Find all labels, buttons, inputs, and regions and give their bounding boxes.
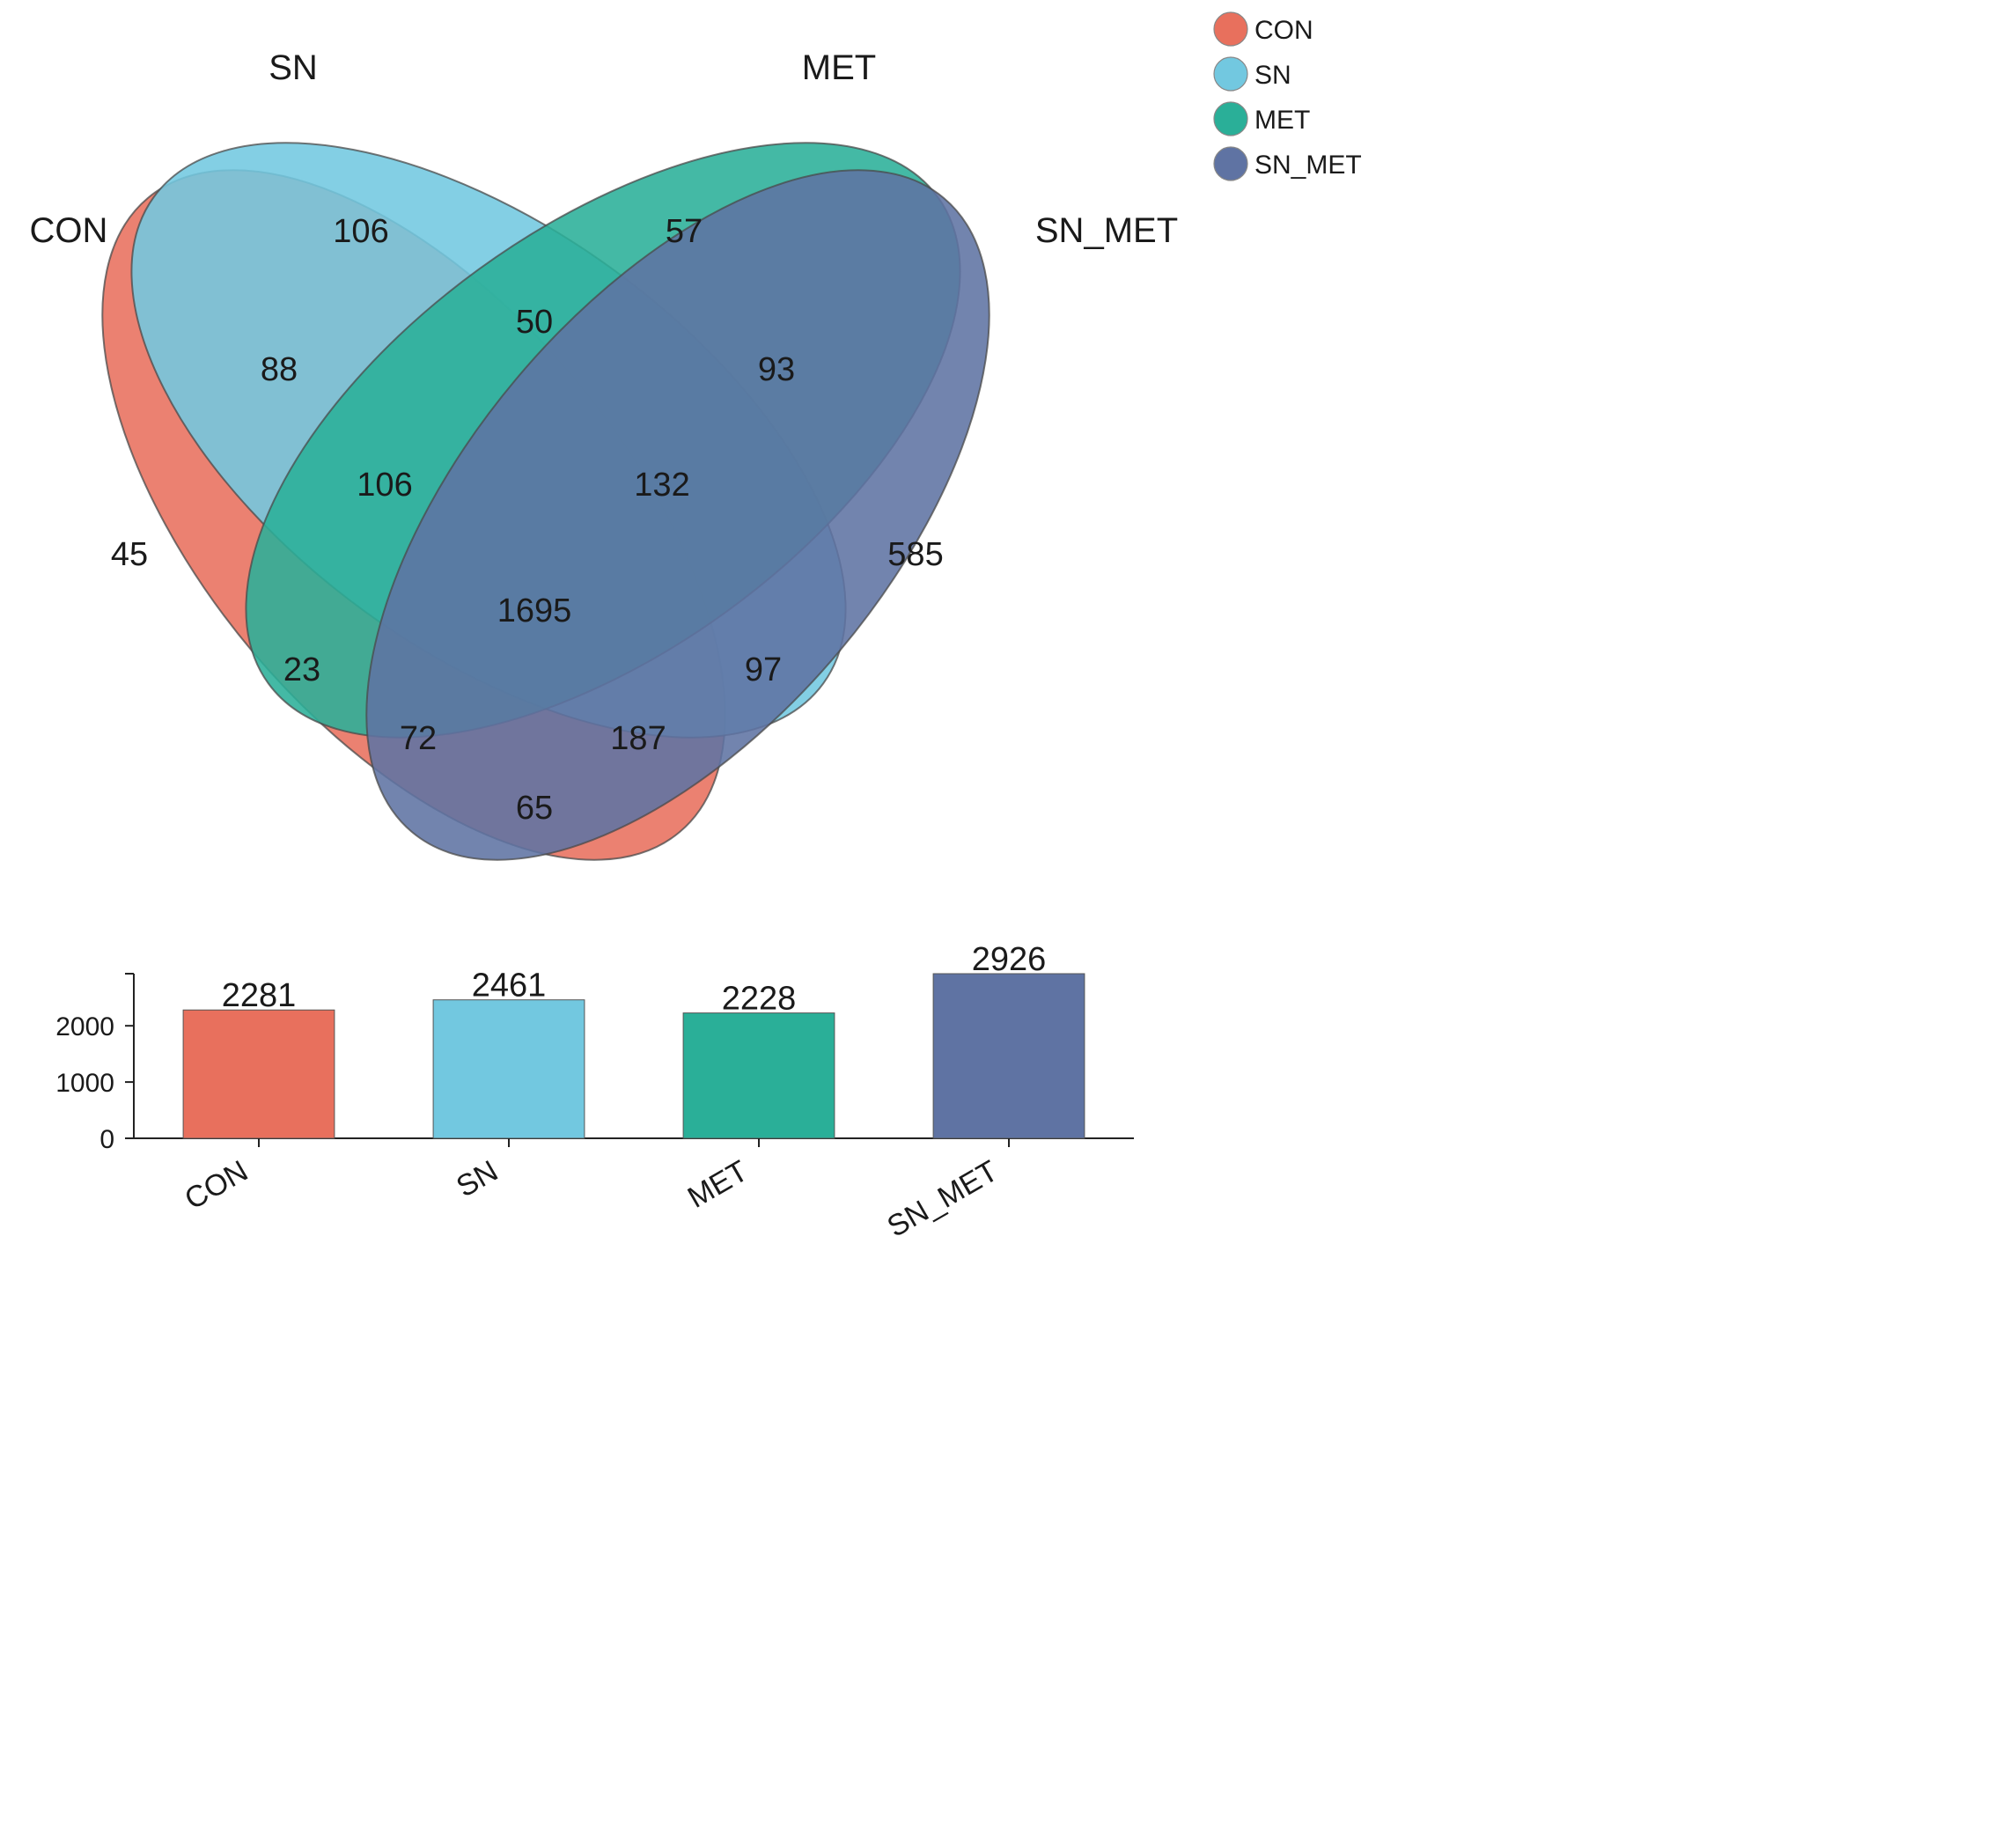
venn-region-count: 88 (261, 351, 298, 388)
y-tick-label: 1000 (55, 1069, 114, 1098)
venn-region-count: 187 (610, 720, 666, 757)
legend-swatch-sn (1213, 56, 1248, 92)
y-tick-label: 0 (99, 1125, 114, 1154)
venn-region-count: 50 (516, 304, 553, 341)
y-tick-label: 2000 (55, 1012, 114, 1041)
set-label-sn-met: SN_MET (1035, 211, 1178, 250)
bar-value-label: 2281 (222, 977, 297, 1014)
bar-value-label: 2461 (472, 968, 547, 1004)
legend-swatch-con (1213, 11, 1248, 47)
x-category-label: SN_MET (882, 1154, 1004, 1244)
bar-met (682, 1012, 835, 1139)
venn-region-count: 65 (516, 790, 553, 827)
bar-sn (432, 999, 585, 1139)
x-category-label: MET (682, 1154, 754, 1215)
venn-region-count: 1695 (497, 592, 572, 629)
venn-set-sn-met (365, 169, 990, 861)
venn-region-count: 132 (634, 467, 689, 504)
x-category-label: CON (180, 1154, 254, 1217)
set-label-con: CON (30, 211, 108, 250)
x-category-label: SN (451, 1154, 504, 1204)
venn-region-count: 23 (283, 651, 320, 688)
bar-value-label: 2926 (972, 941, 1047, 978)
venn-region-count: 72 (400, 720, 437, 757)
venn-diagram: CON SN MET SN_MET 106 57 50 88 93 106 132 45 585 1695… (30, 48, 1178, 861)
legend-label-met: MET (1254, 106, 1310, 135)
bar-value-label: 2228 (722, 981, 797, 1018)
venn-region-count: 57 (666, 213, 703, 250)
figure: CON SN MET SN_MET 106 57 50 88 93 106 132 45 585 1695… (30, 11, 1362, 1244)
venn-region-count: 93 (758, 351, 795, 388)
venn-region-count: 106 (333, 213, 388, 250)
legend-swatch-met (1213, 101, 1248, 136)
legend-label-sn-met: SN_MET (1254, 151, 1362, 180)
venn-region-count: 97 (745, 651, 782, 688)
legend-label-con: CON (1254, 16, 1313, 45)
bar-con (182, 1009, 335, 1139)
legend-swatch-sn-met (1213, 146, 1248, 181)
bar-chart: 0 1000 2000 2281 CON 2461 SN 2228 MET 2926 SN_MET (55, 941, 1134, 1244)
venn-region-count: 45 (111, 536, 148, 573)
legend-label-sn: SN (1254, 61, 1291, 90)
venn-region-count: 585 (887, 536, 943, 573)
bar-sn-met (932, 973, 1085, 1139)
set-label-sn: SN (269, 48, 318, 87)
venn-region-count: 106 (357, 467, 412, 504)
set-label-met: MET (802, 48, 876, 87)
legend: CON SN MET SN_MET (1213, 11, 1362, 181)
